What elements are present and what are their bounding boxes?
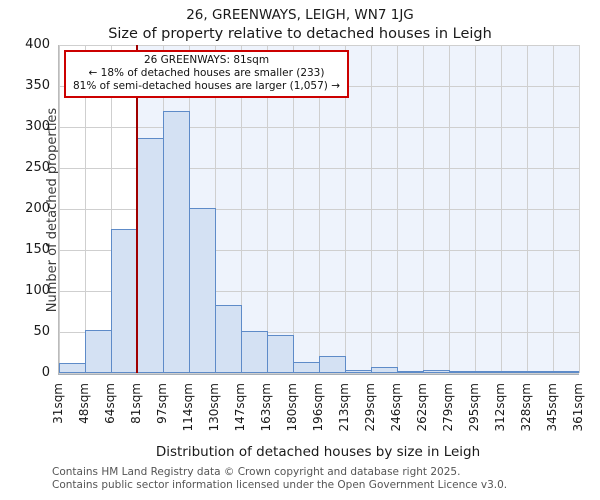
histogram-bar-213sqm: [345, 369, 372, 373]
y-tick-label: 50: [33, 324, 50, 339]
histogram-bar-64sqm: [111, 228, 138, 373]
vertical-gridline: [422, 45, 424, 373]
histogram-bar-279sqm: [449, 371, 476, 373]
histogram-bar-147sqm: [241, 331, 268, 373]
x-tick-label: 147sqm: [233, 383, 247, 432]
x-tick-label: 328sqm: [519, 383, 533, 432]
x-tick-label: 196sqm: [311, 383, 325, 432]
vertical-gridline: [370, 45, 372, 373]
vertical-gridline: [292, 45, 294, 373]
vertical-gridline: [318, 45, 320, 373]
y-tick-label: 200: [25, 201, 50, 216]
x-tick-label: 312sqm: [493, 383, 507, 432]
x-tick-label: 246sqm: [389, 383, 403, 432]
histogram-bar-295sqm: [475, 371, 502, 373]
vertical-gridline: [552, 45, 554, 373]
x-tick-label: 81sqm: [129, 383, 143, 424]
histogram-bar-180sqm: [293, 362, 320, 373]
vertical-gridline: [266, 45, 268, 373]
y-tick-label: 150: [25, 242, 50, 257]
histogram-bar-246sqm: [397, 371, 424, 373]
y-tick-label: 350: [25, 78, 50, 93]
footer-line-1: Contains HM Land Registry data © Crown c…: [52, 466, 461, 478]
vertical-gridline: [500, 45, 502, 373]
annotation-line-3: 81% of semi-detached houses are larger (…: [72, 80, 340, 92]
histogram-bar-229sqm: [371, 367, 398, 373]
x-tick-label: 114sqm: [181, 383, 195, 432]
x-tick-label: 130sqm: [207, 383, 221, 432]
x-tick-label: 180sqm: [285, 383, 299, 432]
histogram-bar-48sqm: [85, 330, 112, 373]
vertical-gridline: [58, 45, 60, 373]
footer: Contains HM Land Registry data © Crown c…: [52, 466, 592, 491]
histogram-bar-312sqm: [501, 371, 528, 373]
histogram-bar-262sqm: [423, 369, 450, 373]
y-tick-label: 300: [25, 119, 50, 134]
x-tick-label: 295sqm: [467, 383, 481, 432]
vertical-gridline: [474, 45, 476, 373]
x-tick-label: 279sqm: [441, 383, 455, 432]
vertical-gridline: [344, 45, 346, 373]
histogram-bar-114sqm: [189, 208, 216, 373]
x-tick-label: 229sqm: [363, 383, 377, 432]
plot-area: 26 GREENWAYS: 81sqm ← 18% of detached ho…: [58, 44, 580, 375]
x-tick-label: 345sqm: [545, 383, 559, 432]
annotation-box: 26 GREENWAYS: 81sqm ← 18% of detached ho…: [64, 50, 349, 98]
histogram-bar-130sqm: [215, 304, 242, 373]
vertical-gridline: [448, 45, 450, 373]
x-tick-label: 163sqm: [259, 383, 273, 432]
histogram-bar-345sqm: [553, 371, 579, 373]
x-tick-label: 361sqm: [571, 383, 585, 432]
annotation-line-1: 26 GREENWAYS: 81sqm: [143, 54, 270, 66]
x-tick-label: 31sqm: [51, 383, 65, 424]
x-tick-label: 97sqm: [155, 383, 169, 424]
chart-subtitle: Size of property relative to detached ho…: [108, 26, 492, 42]
x-tick-label: 48sqm: [77, 383, 91, 424]
vertical-gridline: [578, 45, 580, 373]
horizontal-gridline: [59, 372, 579, 374]
vertical-gridline: [526, 45, 528, 373]
y-tick-label: 400: [25, 37, 50, 52]
histogram-bar-163sqm: [267, 335, 294, 373]
y-tick-label: 250: [25, 160, 50, 175]
x-tick-label: 64sqm: [103, 383, 117, 424]
vertical-gridline: [110, 45, 112, 373]
x-tick-label: 262sqm: [415, 383, 429, 432]
x-axis-title: Distribution of detached houses by size …: [155, 444, 481, 460]
histogram-bar-328sqm: [527, 371, 554, 373]
histogram-bar-196sqm: [319, 355, 346, 373]
property-size-marker-line: [136, 45, 138, 373]
x-tick-label: 213sqm: [337, 383, 351, 432]
vertical-gridline: [396, 45, 398, 373]
histogram-bar-97sqm: [163, 110, 190, 373]
histogram-bar-31sqm: [59, 363, 86, 373]
footer-line-2: Contains public sector information licen…: [52, 478, 508, 491]
y-tick-label: 0: [41, 365, 50, 380]
histogram-bar-81sqm: [137, 137, 164, 373]
y-tick-label: 100: [25, 283, 50, 298]
annotation-line-2: ← 18% of detached houses are smaller (23…: [88, 67, 325, 79]
vertical-gridline: [240, 45, 242, 373]
vertical-gridline: [84, 45, 86, 373]
chart-title: 26, GREENWAYS, LEIGH, WN7 1JG: [186, 7, 414, 23]
